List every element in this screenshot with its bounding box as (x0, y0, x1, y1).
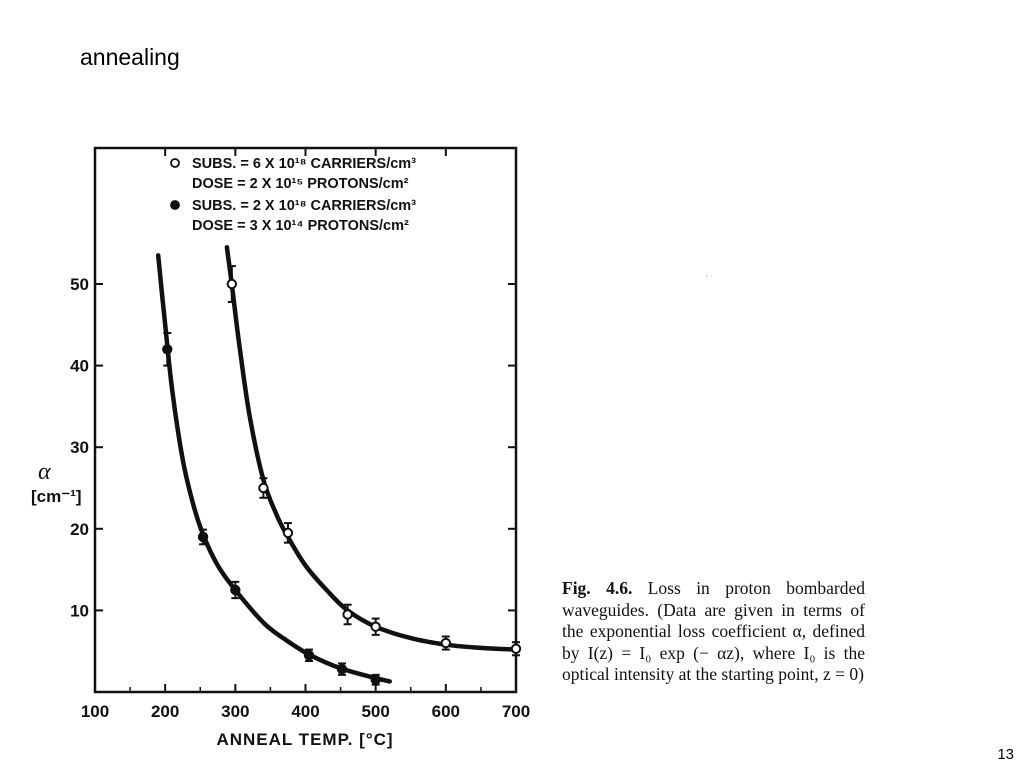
data-point-filled (336, 662, 348, 676)
x-tick-label: 200 (151, 702, 179, 721)
data-point-filled (162, 331, 173, 367)
x-axis-title: ANNEAL TEMP. [°C] (216, 730, 393, 749)
figure-caption: Fig. 4.6. Loss in proton bombarded waveg… (562, 578, 865, 686)
data-point-open (440, 635, 452, 651)
data-point-open (226, 265, 238, 303)
data-point-open (282, 522, 294, 544)
legend-line-1: SUBS. = 2 X 10¹⁸ CARRIERS/cm³ (192, 198, 416, 214)
marker-filled (370, 674, 381, 685)
data-point-filled (230, 580, 241, 600)
data-point-filled (370, 673, 381, 686)
marker-filled (303, 650, 315, 661)
marker-filled (162, 344, 173, 355)
data-point-open (258, 477, 269, 499)
legend-line-2: DOSE = 2 X 10¹⁵ PROTONS/cm² (192, 176, 409, 192)
scan-speck (706, 276, 707, 277)
legend-marker-filled (170, 200, 180, 210)
fit-curve-open (224, 245, 519, 652)
marker-open (440, 637, 452, 649)
chart-svg: 100 200 300 400 500 600 700 10 20 30 40 50 SUBS. = … (31, 146, 530, 749)
x-tick-label: 700 (502, 702, 530, 721)
page-number: 13 (997, 746, 1014, 763)
y-tick-label: 20 (70, 520, 89, 539)
marker-open (282, 527, 294, 539)
marker-open (258, 482, 269, 494)
data-point-open (342, 603, 353, 626)
marker-open (370, 621, 381, 632)
y-tick-label: 30 (70, 438, 89, 457)
legend-line-1: SUBS. = 6 X 10¹⁸ CARRIERS/cm³ (192, 156, 416, 172)
x-tick-label: 600 (432, 702, 460, 721)
legend-line-2: DOSE = 3 X 10¹⁴ PROTONS/cm² (192, 218, 409, 234)
marker-filled (230, 584, 241, 596)
caption-text: Loss in proton bombarded waveguides. (Da… (562, 578, 866, 684)
loss-vs-anneal-temp-chart: 100 200 300 400 500 600 700 10 20 30 40 50 SUBS. = … (20, 130, 560, 755)
data-point-open (370, 617, 381, 636)
marker-filled (336, 663, 348, 675)
y-tick-label: 40 (70, 357, 89, 376)
x-tick-label: 400 (291, 702, 319, 721)
marker-open (342, 609, 353, 620)
x-tick-label: 500 (361, 702, 389, 721)
marker-filled (197, 531, 209, 543)
data-point-filled (303, 648, 315, 662)
marker-open (510, 643, 522, 654)
marker-open (226, 278, 238, 290)
y-axis-symbol: α (38, 459, 51, 485)
fit-curve-filled (155, 253, 392, 684)
caption-label: Fig. 4.6. (562, 578, 633, 598)
data-point-open (510, 641, 522, 657)
slide-title: annealing (80, 44, 180, 70)
x-tick-label: 300 (221, 702, 249, 721)
data-point-filled (197, 528, 209, 546)
y-axis-unit: [cm⁻¹] (31, 487, 82, 506)
y-tick-label: 10 (70, 601, 89, 620)
legend-marker-open (170, 158, 180, 168)
x-tick-label: 100 (81, 702, 109, 721)
y-tick-label: 50 (70, 275, 89, 294)
